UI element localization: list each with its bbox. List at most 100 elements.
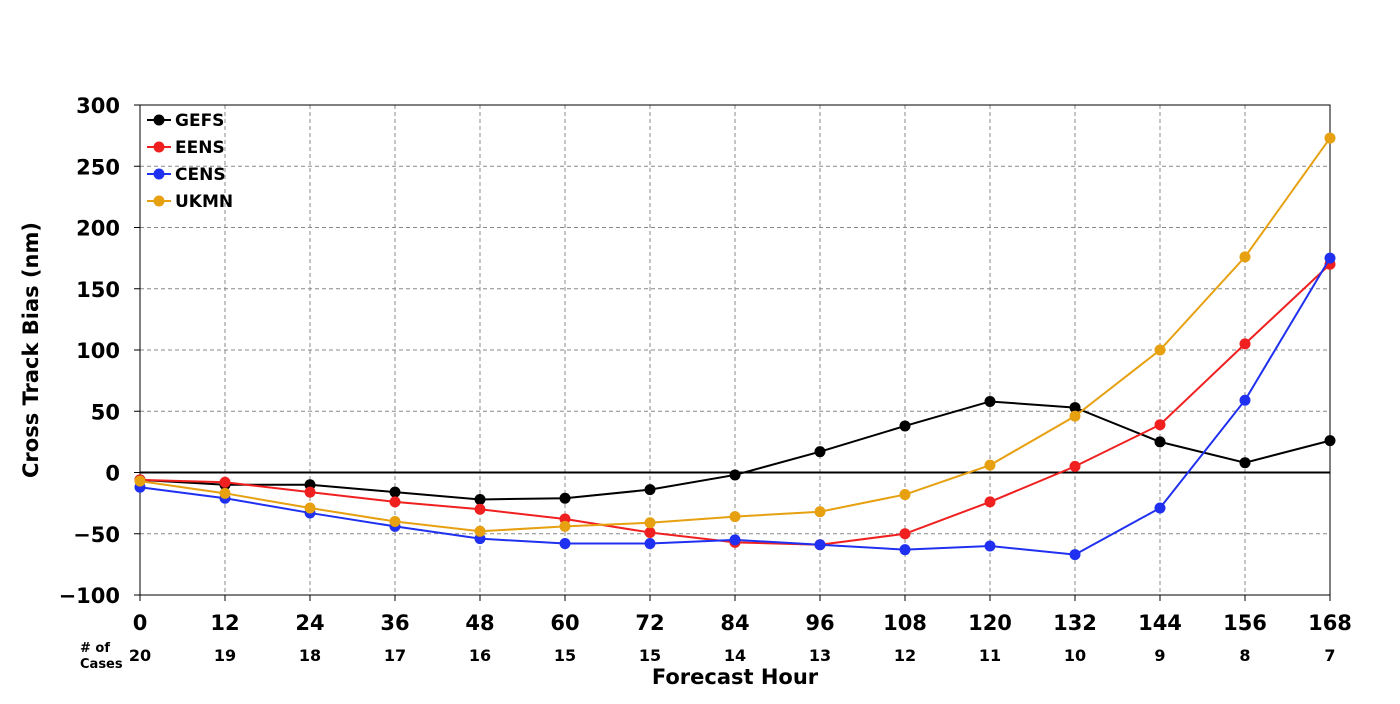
x-tick-label: 72 (635, 611, 664, 635)
data-point (644, 538, 656, 550)
legend: GEFS EENS CENS UKMN (147, 111, 233, 212)
data-point (474, 525, 486, 537)
data-point (644, 484, 656, 496)
x-tick-label: 36 (380, 611, 409, 635)
series-line (139, 263, 1331, 546)
x-tick-label: 96 (805, 611, 834, 635)
y-tick-label: 200 (76, 217, 120, 241)
data-point (729, 511, 741, 523)
data-point (304, 502, 316, 514)
legend-entry-cens: CENS (147, 165, 226, 185)
x-tick-label: 24 (295, 611, 324, 635)
series-ukmn (134, 132, 1336, 537)
data-point (644, 527, 656, 539)
case-count: 13 (809, 646, 831, 665)
legend-label: EENS (175, 138, 225, 158)
x-tick-label: 144 (1138, 611, 1182, 635)
legend-label: CENS (175, 165, 226, 185)
x-tick-label: 156 (1223, 611, 1267, 635)
y-tick-labels: −100 −50 0 50 100 150 200 250 300 (59, 94, 140, 608)
x-tick-label: 60 (550, 611, 579, 635)
case-count: 10 (1064, 646, 1086, 665)
data-point (729, 469, 741, 481)
legend-label: GEFS (175, 111, 224, 131)
data-point (1324, 435, 1336, 447)
case-count: 15 (554, 646, 576, 665)
case-count: 11 (979, 646, 1001, 665)
data-point (984, 459, 996, 471)
x-tick-label: 108 (883, 611, 927, 635)
legend-entry-ukmn: UKMN (147, 192, 233, 212)
case-count: 8 (1239, 646, 1250, 665)
legend-marker (153, 141, 165, 153)
data-point (984, 496, 996, 508)
x-tick-label: 48 (465, 611, 494, 635)
case-count: 18 (299, 646, 321, 665)
legend-entry-gefs: GEFS (147, 111, 224, 131)
y-tick-label: 50 (91, 400, 120, 424)
data-point (1069, 549, 1081, 561)
legend-marker (153, 168, 165, 180)
data-point (1324, 252, 1336, 264)
data-point (899, 544, 911, 556)
x-tick-label: 120 (968, 611, 1012, 635)
data-point (389, 486, 401, 498)
x-axis-title: Forecast Hour (652, 665, 819, 689)
data-point (134, 475, 146, 487)
data-point (219, 476, 231, 488)
y-tick-label: 0 (105, 462, 120, 486)
data-point (899, 420, 911, 432)
legend-marker (153, 195, 165, 207)
data-point (899, 489, 911, 501)
cases-title: # of Cases (80, 641, 123, 672)
data-point (814, 446, 826, 458)
data-point (1239, 394, 1251, 406)
data-point (729, 534, 741, 546)
data-point (644, 517, 656, 529)
data-point (304, 486, 316, 498)
case-count: 20 (129, 646, 151, 665)
x-tick-labels: 0 12 24 36 48 60 72 84 96 108 120 132 144 156 168 (133, 595, 1352, 635)
case-count: 12 (894, 646, 916, 665)
data-point (1239, 457, 1251, 469)
data-point (219, 487, 231, 499)
data-point (474, 493, 486, 505)
x-tick-label: 12 (210, 611, 239, 635)
case-count: 17 (384, 646, 406, 665)
case-count: 9 (1154, 646, 1165, 665)
series-layer (134, 132, 1336, 561)
data-point (1239, 338, 1251, 350)
y-tick-label: 100 (76, 339, 120, 363)
x-tick-label: 0 (133, 611, 148, 635)
y-axis-title: Cross Track Bias (nm) (19, 222, 43, 478)
legend-label: UKMN (175, 192, 233, 212)
data-point (1069, 402, 1081, 414)
y-tick-label: 300 (76, 94, 120, 118)
case-count: 19 (214, 646, 236, 665)
x-tick-label: 84 (720, 611, 749, 635)
cases-row: 20 19 18 17 16 15 15 14 13 12 11 10 9 8 7 (129, 646, 1336, 665)
data-point (1154, 344, 1166, 356)
data-point (559, 538, 571, 550)
data-point (1069, 460, 1081, 472)
data-point (1324, 132, 1336, 144)
y-tick-label: −50 (73, 523, 120, 547)
data-point (1154, 502, 1166, 514)
data-point (559, 492, 571, 504)
data-point (1239, 251, 1251, 263)
x-tick-label: 168 (1308, 611, 1352, 635)
x-tick-label: 132 (1053, 611, 1097, 635)
case-count: 16 (469, 646, 491, 665)
data-point (1154, 436, 1166, 448)
y-tick-label: 150 (76, 278, 120, 302)
data-point (814, 539, 826, 551)
data-point (389, 496, 401, 508)
legend-marker (153, 114, 165, 126)
legend-entry-eens: EENS (147, 138, 225, 158)
data-point (984, 395, 996, 407)
y-tick-label: 250 (76, 155, 120, 179)
data-point (1069, 410, 1081, 422)
case-count: 14 (724, 646, 746, 665)
case-count: 15 (639, 646, 661, 665)
